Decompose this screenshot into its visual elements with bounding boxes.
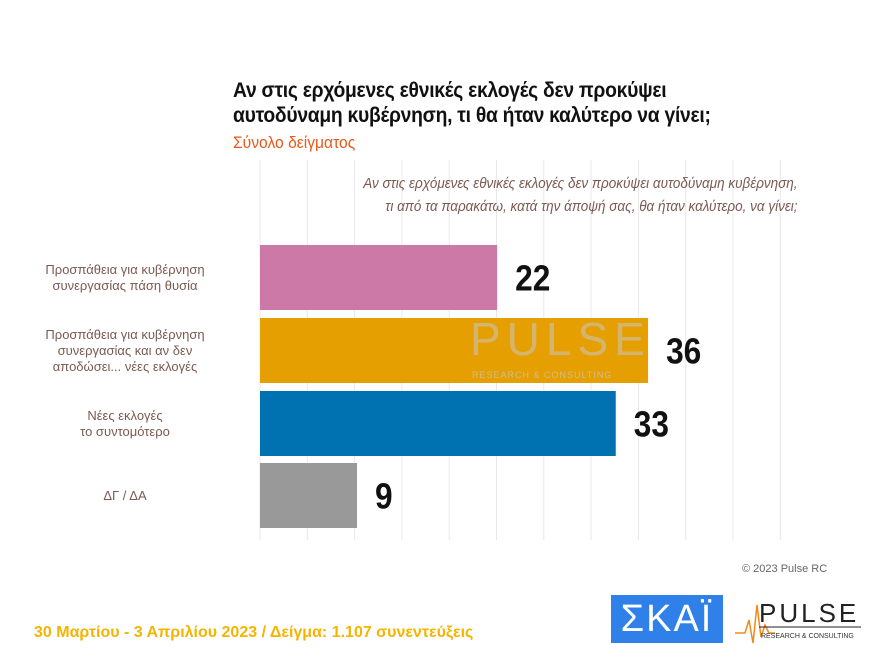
- bar: [260, 391, 616, 456]
- data-label: 33: [634, 405, 669, 445]
- data-label: 36: [666, 332, 701, 372]
- category-label: Προσπάθεια για κυβέρνηση συνεργασίας πάση…: [10, 262, 240, 294]
- bar: [260, 463, 358, 528]
- category-label-line: αποδώσει... νέες εκλογές: [52, 358, 198, 374]
- category-label-line: Νέες εκλογές: [87, 407, 163, 423]
- category-label: Προσπάθεια για κυβέρνηση συνεργασίας και …: [10, 327, 240, 375]
- category-label-line: Προσπάθεια για κυβέρνηση: [45, 326, 205, 342]
- bar: [260, 318, 649, 383]
- copyright: © 2023 Pulse RC: [742, 563, 828, 575]
- data-label: 9: [375, 477, 393, 517]
- title-line: αυτοδύναμη κυβέρνηση, τι θα ήταν καλύτερ…: [233, 104, 711, 127]
- bar: [260, 245, 498, 310]
- watermark: PULSE: [470, 313, 651, 365]
- category-label-line: Προσπάθεια για κυβέρνηση: [45, 261, 205, 277]
- category-label-line: συνεργασίας πάση θυσία: [52, 277, 198, 293]
- bar-chart: 22 36 33 9: [259, 160, 781, 540]
- title-line: Αν στις ερχόμενες εθνικές εκλογές δεν πρ…: [233, 79, 667, 102]
- category-label-line: το συντομότερο: [80, 423, 170, 439]
- chart-title: Αν στις ερχόμενες εθνικές εκλογές δεν πρ…: [233, 78, 711, 128]
- data-label: 22: [515, 259, 550, 299]
- category-label-line: συνεργασίας και αν δεν: [57, 342, 193, 358]
- question-text: Αν στις ερχόμενες εθνικές εκλογές δεν πρ…: [364, 172, 798, 218]
- svg-text:RESEARCH & CONSULTING: RESEARCH & CONSULTING: [761, 633, 854, 640]
- category-label: Νέες εκλογές το συντομότερο: [10, 408, 240, 440]
- pulse-logo: PULSE RESEARCH & CONSULTING: [735, 598, 861, 644]
- skai-logo: ΣΚΑΪ: [611, 595, 723, 643]
- watermark-sub: RESEARCH & CONSULTING: [472, 370, 613, 380]
- svg-text:PULSE: PULSE: [759, 598, 859, 628]
- chart-subtitle: Σύνολο δείγματος: [233, 133, 356, 152]
- category-label: ΔΓ / ΔΑ: [10, 488, 240, 504]
- question-line: Αν στις ερχόμενες εθνικές εκλογές δεν πρ…: [363, 175, 798, 192]
- question-line: τι από τα παρακάτω, κατά την άποψή σας, …: [385, 198, 798, 215]
- category-label-line: ΔΓ / ΔΑ: [103, 487, 147, 503]
- footer-fieldwork: 30 Μαρτίου - 3 Απριλίου 2023 / Δείγμα: 1…: [34, 624, 474, 641]
